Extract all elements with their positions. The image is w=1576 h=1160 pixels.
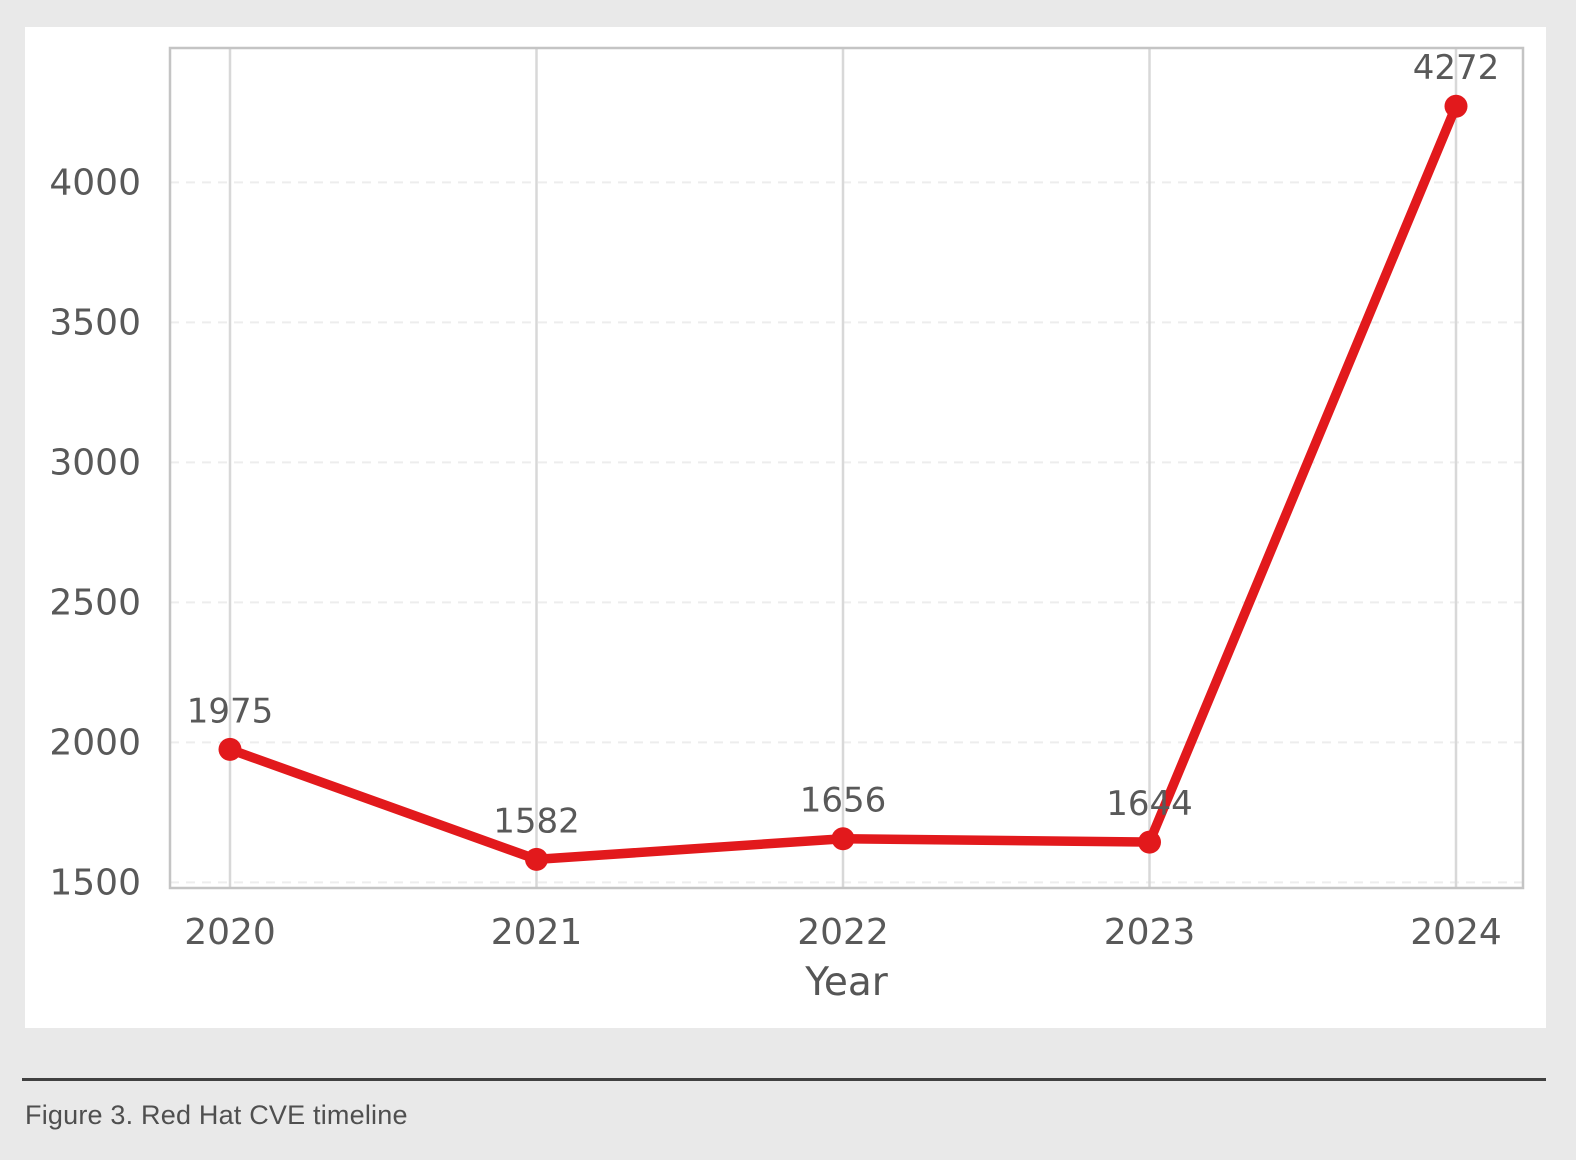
- data-point-marker: [218, 737, 242, 761]
- x-tick-label: 2020: [184, 912, 276, 953]
- y-tick-label: 4000: [49, 162, 141, 203]
- y-tick-label: 3500: [49, 302, 141, 343]
- x-tick-label: 2023: [1104, 912, 1196, 953]
- figure-caption: Figure 3. Red Hat CVE timeline: [25, 1100, 408, 1130]
- cve-line-chart: 1500 2000 2500 3000 3500 4000 2020 2021 2022 2023…: [49, 46, 1525, 1005]
- data-point-label: 1582: [493, 801, 580, 841]
- x-axis-title: Year: [804, 960, 889, 1005]
- data-point-marker: [525, 847, 548, 871]
- y-tick-label: 1500: [49, 862, 141, 903]
- plot-border: [168, 46, 1525, 890]
- plot-area: [170, 48, 1523, 888]
- data-point-marker: [831, 827, 855, 851]
- y-tick-label: 3000: [49, 442, 141, 483]
- data-point-label: 4272: [1413, 48, 1500, 88]
- y-tick-label: 2500: [49, 582, 141, 623]
- data-point-label: 1656: [800, 781, 887, 821]
- data-point-label: 1644: [1106, 784, 1193, 824]
- x-tick-label: 2022: [797, 912, 889, 953]
- y-tick-label: 2000: [49, 722, 141, 763]
- x-tick-label: 2024: [1410, 912, 1502, 953]
- data-point-label: 1975: [187, 691, 274, 731]
- chart-card: 1500 2000 2500 3000 3500 4000 2020 2021 2022 2023…: [25, 27, 1546, 1028]
- data-point-marker: [1138, 830, 1161, 854]
- data-point-marker: [1444, 94, 1468, 118]
- caption-divider: [22, 1078, 1546, 1081]
- x-tick-label: 2021: [491, 912, 583, 953]
